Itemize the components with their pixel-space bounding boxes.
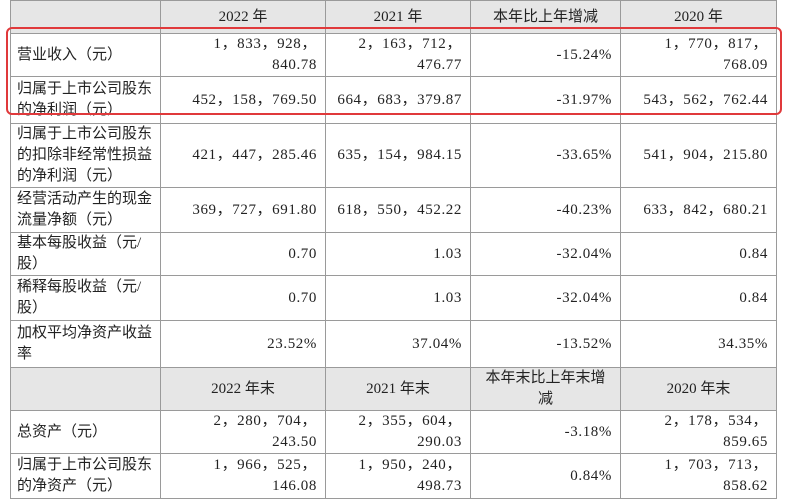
- value-cell: 1，833，928，840.78: [160, 33, 326, 77]
- value-cell: 1.03: [325, 232, 471, 276]
- value-cell: -31.97%: [470, 76, 621, 124]
- value-cell: 1，950，240，498.73: [325, 453, 471, 499]
- header-cell: 本年比上年增减: [470, 0, 621, 34]
- value-cell: -40.23%: [470, 187, 621, 233]
- table-row: 稀释每股收益（元/股） 0.70 1.03 -32.04% 0.84: [10, 275, 777, 321]
- label-cell: 归属于上市公司股东的净资产（元）: [10, 453, 161, 499]
- value-cell: 2，280，704，243.50: [160, 410, 326, 454]
- header-row: 2022 年 2021 年本年比上年增减 2020 年: [10, 0, 777, 34]
- value-cell: 541，904，215.80: [620, 123, 777, 188]
- header-cell: 2022 年末: [160, 367, 326, 411]
- value-cell: -3.18%: [470, 410, 621, 454]
- value-cell: 23.52%: [160, 320, 326, 368]
- table-row: 营业收入（元） 1，833，928，840.78 2，163，712，476.77-…: [10, 33, 777, 77]
- value-cell: 0.70: [160, 275, 326, 321]
- value-cell: 0.84%: [470, 453, 621, 499]
- table-row: 经营活动产生的现金流量净额（元） 369，727，691.80 618，550，45…: [10, 187, 777, 233]
- table-row: 归属于上市公司股东的净资产（元） 1，966，525，146.08 1，950，24…: [10, 453, 777, 499]
- value-cell: 1，703，713，858.62: [620, 453, 777, 499]
- header-cell: 本年末比上年末增减: [470, 367, 621, 411]
- label-cell: 基本每股收益（元/股）: [10, 232, 161, 276]
- value-cell: 0.84: [620, 275, 777, 321]
- value-cell: -32.04%: [470, 232, 621, 276]
- label-cell: 营业收入（元）: [10, 33, 161, 77]
- value-cell: 635，154，984.15: [325, 123, 471, 188]
- value-cell: 1，966，525，146.08: [160, 453, 326, 499]
- header-cell: 2021 年: [325, 0, 471, 34]
- value-cell: 2，178，534，859.65: [620, 410, 777, 454]
- financial-table: 2022 年 2021 年本年比上年增减 2020 年营业收入（元） 1，833，92…: [10, 0, 777, 499]
- header-cell: 2020 年末: [620, 367, 777, 411]
- label-cell: 加权平均净资产收益率: [10, 320, 161, 368]
- value-cell: 0.84: [620, 232, 777, 276]
- header-cell: [10, 0, 161, 34]
- value-cell: 34.35%: [620, 320, 777, 368]
- header-cell: 2020 年: [620, 0, 777, 34]
- table-row: 归属于上市公司股东的净利润（元） 452，158，769.50 664，683，37…: [10, 76, 777, 124]
- value-cell: 421，447，285.46: [160, 123, 326, 188]
- value-cell: 369，727，691.80: [160, 187, 326, 233]
- value-cell: 1，770，817，768.09: [620, 33, 777, 77]
- label-cell: 归属于上市公司股东的扣除非经常性损益的净利润（元）: [10, 123, 161, 188]
- label-cell: 归属于上市公司股东的净利润（元）: [10, 76, 161, 124]
- value-cell: 452，158，769.50: [160, 76, 326, 124]
- value-cell: 664，683，379.87: [325, 76, 471, 124]
- label-cell: 经营活动产生的现金流量净额（元）: [10, 187, 161, 233]
- value-cell: 2，163，712，476.77: [325, 33, 471, 77]
- value-cell: 1.03: [325, 275, 471, 321]
- table-row: 归属于上市公司股东的扣除非经常性损益的净利润（元） 421，447，285.46 6…: [10, 123, 777, 188]
- page: {"table": { "header": ["2022 年", "2021 年…: [6, 0, 782, 499]
- value-cell: 37.04%: [325, 320, 471, 368]
- value-cell: -13.52%: [470, 320, 621, 368]
- value-cell: -33.65%: [470, 123, 621, 188]
- value-cell: 618，550，452.22: [325, 187, 471, 233]
- table-row: 总资产（元） 2，280，704，243.50 2，355，604，290.03 -3…: [10, 410, 777, 454]
- header-cell: 2022 年: [160, 0, 326, 34]
- value-cell: 633，842，680.21: [620, 187, 777, 233]
- value-cell: -32.04%: [470, 275, 621, 321]
- table-row: 基本每股收益（元/股） 0.70 1.03 -32.04% 0.84: [10, 232, 777, 276]
- label-cell: 总资产（元）: [10, 410, 161, 454]
- value-cell: 2，355，604，290.03: [325, 410, 471, 454]
- table-row: 加权平均净资产收益率 23.52% 37.04% -13.52% 34.35%: [10, 320, 777, 368]
- value-cell: 0.70: [160, 232, 326, 276]
- header-cell: [10, 367, 161, 411]
- header-cell: 2021 年末: [325, 367, 471, 411]
- label-cell: 稀释每股收益（元/股）: [10, 275, 161, 321]
- value-cell: -15.24%: [470, 33, 621, 77]
- header-row: 2022 年末 2021 年末 本年末比上年末增减 2020 年末: [10, 367, 777, 411]
- value-cell: 543，562，762.44: [620, 76, 777, 124]
